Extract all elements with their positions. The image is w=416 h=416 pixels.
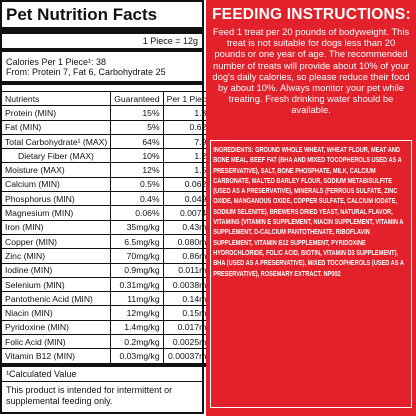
nutrient-row: Iron (MIN) 35mg/kg 0.43mg xyxy=(2,219,215,235)
nutrient-name: Dietary Fiber (MAX) xyxy=(2,148,111,163)
per-piece-value: 0.0025mg xyxy=(162,334,215,349)
nutrient-row: Pyridoxine (MIN) 1.4mg/kg 0.017mg xyxy=(2,319,215,335)
nutrient-row: Phosphorus (MIN) 0.4% 0.049g xyxy=(2,191,215,206)
per-piece-value: 0.43mg xyxy=(162,219,215,235)
header-cell: Per 1 Piece xyxy=(162,90,215,106)
nutrient-row: Calcium (MIN) 0.5% 0.062g xyxy=(2,176,215,192)
nutrient-row: Total Carbohydrate¹ (MAX) 64% 7.9g xyxy=(2,133,215,149)
nutrient-name: Phosphorus (MIN) xyxy=(2,191,111,206)
feeding-title: FEEDING INSTRUCTIONS: xyxy=(212,6,411,23)
guaranteed-value: 5% xyxy=(110,119,164,135)
per-piece-value: 0.017mg xyxy=(162,319,215,335)
nutrient-name: Folic Acid (MIN) xyxy=(2,334,111,349)
header-cell: Nutrients xyxy=(2,90,111,106)
nutrient-name: Protein (MIN) xyxy=(2,105,111,121)
nutrient-row: Copper (MIN) 6.5mg/kg 0.080mg xyxy=(2,233,215,249)
nutrient-row: Vitamin B12 (MIN) 0.03mg/kg 0.00037mg xyxy=(2,348,215,367)
nutrient-name: Moisture (MAX) xyxy=(2,162,111,178)
instructions-panel: FEEDING INSTRUCTIONS: Feed 1 treat per 2… xyxy=(206,0,416,416)
guaranteed-value: 64% xyxy=(110,133,164,149)
nutrient-row: Folic Acid (MIN) 0.2mg/kg 0.0025mg xyxy=(2,334,215,349)
nutrient-name: Iodine (MIN) xyxy=(2,262,111,278)
nutrient-name: Selenium (MIN) xyxy=(2,276,111,292)
nutrient-row: Fat (MIN) 5% 0.62g xyxy=(2,119,215,135)
nutrient-name: Fat (MIN) xyxy=(2,119,111,135)
calories: Calories Per 1 Piece¹: 38 xyxy=(6,57,107,67)
per-piece-value: 1.2g xyxy=(162,148,215,163)
nutrient-name: Iron (MIN) xyxy=(2,219,111,235)
guaranteed-value: 6.5mg/kg xyxy=(110,233,164,249)
nutrient-row: Selenium (MIN) 0.31mg/kg 0.0038mg xyxy=(2,276,215,292)
guaranteed-value: 70mg/kg xyxy=(110,248,164,264)
nutrient-row: Iodine (MIN) 0.9mg/kg 0.011mg xyxy=(2,262,215,278)
nutrient-row: Dietary Fiber (MAX) 10% 1.2g xyxy=(2,148,215,163)
per-piece-value: 1.5g xyxy=(162,162,215,178)
guaranteed-value: 1.4mg/kg xyxy=(110,319,164,335)
nutrient-row: Moisture (MAX) 12% 1.5g xyxy=(2,162,215,178)
guaranteed-value: 0.2mg/kg xyxy=(110,334,164,349)
nutrient-row: Pantothenic Acid (MIN) 11mg/kg 0.14mg xyxy=(2,291,215,306)
feeding-note: This product is intended for intermitten… xyxy=(6,384,173,406)
calories-from: From: Protein 7, Fat 6, Carbohydrate 25 xyxy=(2,67,202,85)
per-piece-value: 1.8g xyxy=(162,105,215,121)
per-piece-value: 0.86mg xyxy=(162,248,215,264)
per-piece-value: 0.049g xyxy=(162,191,215,206)
nutrient-name: Niacin (MIN) xyxy=(2,305,111,321)
guaranteed-value: 11mg/kg xyxy=(110,291,164,306)
header-cell: Guaranteed xyxy=(110,90,164,106)
ingredients: INGREDIENTS: GROUND WHOLE WHEAT, WHEAT F… xyxy=(211,141,409,283)
per-piece-value: 0.0038mg xyxy=(162,276,215,292)
footnote: ¹Calculated Value xyxy=(2,367,202,382)
nutrient-name: Calcium (MIN) xyxy=(2,176,111,192)
nutrient-name: Zinc (MIN) xyxy=(2,248,111,264)
guaranteed-value: 0.5% xyxy=(110,176,164,192)
nutrient-name: Total Carbohydrate¹ (MAX) xyxy=(2,133,111,149)
nutrition-panel: Pet Nutrition Facts 1 Piece = 12g Calori… xyxy=(0,0,215,414)
serving-size: 1 Piece = 12g xyxy=(2,34,202,52)
guaranteed-value: 12% xyxy=(110,162,164,178)
ingredients-box: INGREDIENTS: GROUND WHOLE WHEAT, WHEAT F… xyxy=(210,140,412,408)
guaranteed-value: 0.31mg/kg xyxy=(110,276,164,292)
guaranteed-value: 15% xyxy=(110,105,164,121)
guaranteed-value: 0.4% xyxy=(110,191,164,206)
nutrient-name: Copper (MIN) xyxy=(2,233,111,249)
panel-title: Pet Nutrition Facts xyxy=(2,2,202,34)
per-piece-value: 0.15mg xyxy=(162,305,215,321)
feeding-text: Feed 1 treat per 20 pounds of bodyweight… xyxy=(212,26,410,116)
nutrient-row: Niacin (MIN) 12mg/kg 0.15mg xyxy=(2,305,215,321)
per-piece-value: 0.14mg xyxy=(162,291,215,306)
ingredients-label: INGREDIENTS: xyxy=(213,145,254,154)
guaranteed-value: 35mg/kg xyxy=(110,219,164,235)
guaranteed-value: 0.03mg/kg xyxy=(110,348,164,367)
nutrient-row: Protein (MIN) 15% 1.8g xyxy=(2,105,215,121)
nutrient-name: Pantothenic Acid (MIN) xyxy=(2,291,111,306)
per-piece-value: 0.0074g xyxy=(162,205,215,221)
per-piece-value: 0.00037mg xyxy=(162,348,215,367)
per-piece-value: 0.62g xyxy=(162,119,215,135)
guaranteed-value: 10% xyxy=(110,148,164,163)
table-header: Nutrients Guaranteed Per 1 Piece xyxy=(2,90,215,106)
per-piece-value: 0.011mg xyxy=(162,262,215,278)
per-piece-value: 7.9g xyxy=(162,133,215,149)
guaranteed-value: 0.9mg/kg xyxy=(110,262,164,278)
guaranteed-value: 0.06% xyxy=(110,205,164,221)
nutrient-row: Magnesium (MIN) 0.06% 0.0074g xyxy=(2,205,215,221)
nutrient-name: Pyridoxine (MIN) xyxy=(2,319,111,335)
nutrient-name: Vitamin B12 (MIN) xyxy=(2,348,111,367)
nutrient-table: Nutrients Guaranteed Per 1 Piece Protein (M… xyxy=(2,90,215,367)
per-piece-value: 0.080mg xyxy=(162,233,215,249)
per-piece-value: 0.062g xyxy=(162,176,215,192)
ingredients-text: GROUND WHOLE WHEAT, WHEAT FLOUR, MEAT AN… xyxy=(213,145,404,278)
nutrient-name: Magnesium (MIN) xyxy=(2,205,111,221)
guaranteed-value: 12mg/kg xyxy=(110,305,164,321)
nutrient-row: Zinc (MIN) 70mg/kg 0.86mg xyxy=(2,248,215,264)
